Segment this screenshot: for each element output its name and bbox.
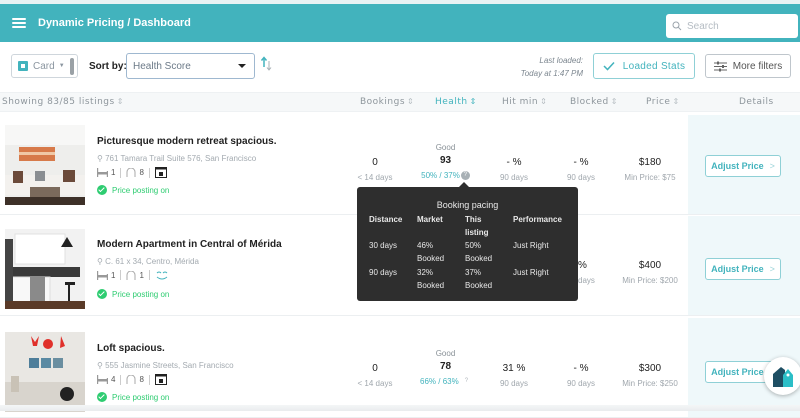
listing-title[interactable]: Loft spacious. [97, 343, 165, 354]
col-bookings[interactable]: Bookings ⇕ [360, 97, 415, 107]
bed-icon [97, 270, 108, 280]
app-header: Dynamic Pricing / Dashboard [0, 4, 800, 42]
search-input[interactable] [687, 20, 787, 32]
location-pin-icon: ⚲ [97, 257, 106, 266]
amenities: 4 8 [97, 374, 167, 385]
location-pin-icon: ⚲ [97, 154, 106, 163]
help-icon[interactable]: ? [464, 378, 469, 385]
sort-label: Sort by: [89, 61, 127, 72]
house-tag-logo-icon [773, 367, 793, 387]
help-icon[interactable]: ? [460, 171, 470, 181]
loaded-stats-label: Loaded Stats [622, 60, 686, 72]
col-health[interactable]: Health ⇕ [435, 97, 477, 107]
guests-icon [126, 168, 136, 177]
last-loaded-info: Last loaded: Today at 1:47 PM [521, 54, 583, 80]
listing-address: ⚲ C. 61 x 34, Centro, Mérida [97, 257, 199, 266]
price-cell: $300 Min Price: $250 [622, 363, 678, 388]
listing-title[interactable]: Modern Apartment in Central of Mérida [97, 239, 282, 250]
check-circle-icon [97, 392, 107, 402]
listing-title[interactable]: Picturesque modern retreat spacious. [97, 136, 277, 147]
amenities: 1 1 [97, 270, 169, 280]
listing-row: Loft spacious. ⚲ 555 Jasmine Streets, Sa… [0, 318, 800, 418]
search-box[interactable] [666, 14, 798, 38]
adjust-price-button[interactable]: Adjust Price> [705, 258, 781, 280]
sort-direction-icon [260, 56, 272, 71]
listing-photo[interactable] [5, 332, 85, 412]
booking-pacing-tooltip: Booking pacing Distance Market This list… [357, 182, 578, 301]
col-price[interactable]: Price ⇕ [646, 97, 680, 107]
hit-min-cell: - % 90 days [499, 157, 529, 182]
toolbar: Card ▼ Sort by: Health Score Last loaded… [0, 42, 800, 92]
sliders-icon [713, 61, 727, 71]
smile-channel-icon [156, 271, 168, 280]
checkmark-icon [603, 61, 615, 71]
col-details: Details [739, 97, 774, 107]
price-cell: $400 Min Price: $200 [622, 260, 678, 285]
sort-icon: ⇕ [540, 97, 548, 106]
sort-icon: ⇕ [610, 97, 618, 106]
sort-icon: ⇕ [407, 97, 415, 106]
sort-icon: ⇕ [116, 97, 124, 106]
last-loaded-label: Last loaded: [539, 56, 583, 65]
sort-by-value: Health Score [133, 60, 191, 72]
check-circle-icon [97, 289, 107, 299]
hit-min-cell: 31 % 90 days [499, 363, 529, 388]
price-posting-status: Price posting on [97, 185, 169, 195]
blocked-cell: % days [578, 260, 595, 285]
search-icon [672, 21, 682, 31]
blocked-cell: - % 90 days [566, 157, 596, 182]
loaded-stats-button[interactable]: Loaded Stats [593, 53, 695, 79]
col-listings[interactable]: Showing 83/85 listings ⇕ [2, 97, 124, 107]
listing-photo[interactable] [5, 125, 85, 205]
listing-row: Modern Apartment in Central of Mérida ⚲ … [0, 216, 800, 316]
airbnb-calendar-icon [154, 167, 167, 178]
price-cell: $180 Min Price: $75 [624, 157, 676, 182]
table-header: Showing 83/85 listings ⇕ Bookings ⇕ Health… [0, 92, 800, 112]
scrollbar[interactable] [70, 58, 74, 75]
adjust-price-button[interactable]: Adjust Price> [705, 155, 781, 177]
chevron-right-icon: > [769, 264, 775, 274]
sort-direction-toggle[interactable] [260, 56, 273, 77]
caret-down-icon: ▼ [58, 63, 65, 69]
listing-address: ⚲ 555 Jasmine Streets, San Francisco [97, 361, 234, 370]
amenities: 1 8 [97, 167, 167, 178]
airbnb-calendar-icon [154, 374, 167, 385]
listing-address: ⚲ 761 Tamara Trail Suite 576, San Franci… [97, 154, 257, 163]
health-cell: Good 93 50% / 37%? [418, 143, 473, 181]
view-mode-select[interactable]: Card ▼ [11, 54, 78, 78]
bed-icon [97, 168, 108, 177]
more-filters-label: More filters [732, 60, 783, 72]
listing-photo[interactable] [5, 229, 85, 309]
chevron-right-icon: > [769, 161, 775, 171]
bookings-cell: 0 < 14 days [357, 363, 393, 388]
bookings-cell: 0 < 14 days [357, 157, 393, 182]
sort-icon: ⇕ [672, 97, 680, 106]
view-mode-value: Card [33, 60, 55, 72]
check-circle-icon [97, 185, 107, 195]
price-posting-status: Price posting on [97, 289, 169, 299]
top-strip [0, 0, 800, 4]
guests-icon [126, 270, 136, 280]
blocked-cell: - % 90 days [566, 363, 596, 388]
col-blocked[interactable]: Blocked ⇕ [570, 97, 618, 107]
last-loaded-time: Today at 1:47 PM [520, 69, 583, 78]
sort-by-select[interactable]: Health Score [126, 53, 255, 79]
more-filters-button[interactable]: More filters [705, 54, 791, 78]
bed-icon [97, 375, 108, 384]
hamburger-menu-icon[interactable] [12, 18, 26, 28]
dropdown-arrow-icon [238, 64, 246, 68]
location-pin-icon: ⚲ [97, 361, 106, 370]
price-posting-status: Price posting on [97, 392, 169, 402]
app-logo-launcher-button[interactable] [764, 357, 800, 395]
card-view-icon [18, 61, 28, 71]
tooltip-title: Booking pacing [436, 200, 499, 210]
sort-icon: ⇕ [469, 97, 477, 106]
guests-icon [126, 375, 136, 384]
col-hit-min[interactable]: Hit min ⇕ [502, 97, 548, 107]
bottom-edge [0, 405, 800, 411]
breadcrumb-title: Dynamic Pricing / Dashboard [38, 17, 191, 29]
health-cell: Good 78 66% / 63% ? [418, 349, 473, 386]
